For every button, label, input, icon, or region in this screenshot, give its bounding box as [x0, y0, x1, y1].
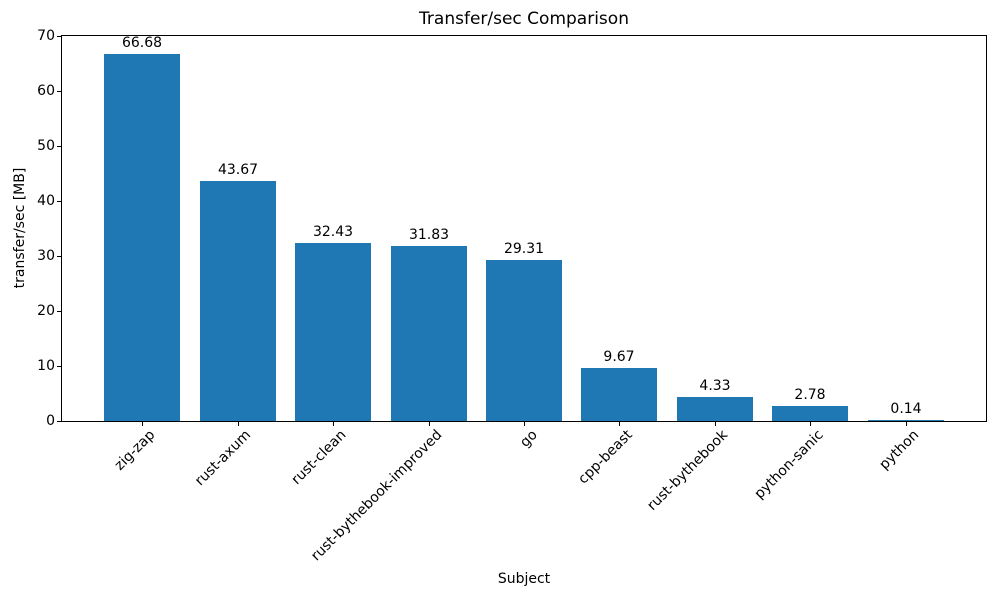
y-tick-label: 20 — [37, 303, 55, 319]
x-tick-mark — [810, 422, 811, 426]
y-tick-label: 30 — [37, 248, 55, 264]
x-tick-label: python-sanic — [751, 427, 827, 503]
bar — [486, 260, 562, 421]
y-tick-label: 0 — [46, 413, 55, 429]
x-tick-label: python — [876, 427, 923, 473]
x-tick-label: zig-zap — [111, 427, 159, 474]
x-tick-label: rust-axum — [192, 427, 255, 490]
x-tick-label: rust-clean — [288, 427, 350, 488]
x-tick-label: go — [516, 427, 541, 451]
bar — [868, 420, 944, 421]
y-tick-label: 10 — [37, 358, 55, 374]
y-tick-mark — [57, 421, 61, 422]
y-tick-label: 70 — [37, 28, 55, 44]
x-tick-mark — [524, 422, 525, 426]
y-axis-label: transfer/sec [MB] — [12, 167, 28, 289]
bar — [200, 181, 276, 421]
y-tick-mark — [57, 201, 61, 202]
y-tick-mark — [57, 256, 61, 257]
x-tick-label: rust-bythebook — [644, 427, 732, 514]
x-tick-mark — [715, 422, 716, 426]
y-tick-mark — [57, 366, 61, 367]
bar-value-label: 2.78 — [794, 387, 826, 403]
y-tick-label: 60 — [37, 83, 55, 99]
x-tick-mark — [619, 422, 620, 426]
x-axis-label: Subject — [497, 571, 551, 587]
bar-value-label: 4.33 — [699, 378, 731, 394]
bar — [581, 368, 657, 421]
y-tick-mark — [57, 311, 61, 312]
bar — [391, 246, 467, 421]
bar-value-label: 43.67 — [217, 162, 259, 178]
bar — [772, 406, 848, 421]
bar-value-label: 66.68 — [121, 35, 163, 51]
x-tick-mark — [906, 422, 907, 426]
y-tick-label: 50 — [37, 138, 55, 154]
y-tick-mark — [57, 36, 61, 37]
bar-value-label: 31.83 — [408, 227, 450, 243]
bar-value-label: 32.43 — [312, 224, 354, 240]
plot-area: 66.68 43.67 32.43 31.83 29.31 9.67 4.33 2.78 0.1… — [61, 35, 987, 422]
bar-value-label: 29.31 — [503, 241, 545, 257]
bar — [104, 54, 180, 421]
bar-value-label: 0.14 — [890, 401, 922, 417]
bar — [295, 243, 371, 421]
x-tick-mark — [142, 422, 143, 426]
chart-title: Transfer/sec Comparison — [419, 9, 629, 29]
bar — [677, 397, 753, 421]
y-tick-label: 40 — [37, 193, 55, 209]
x-tick-mark — [429, 422, 430, 426]
x-tick-mark — [238, 422, 239, 426]
x-tick-label: cpp-beast — [574, 427, 636, 488]
x-tick-mark — [333, 422, 334, 426]
y-tick-mark — [57, 146, 61, 147]
y-tick-mark — [57, 91, 61, 92]
bar-value-label: 9.67 — [603, 349, 635, 365]
